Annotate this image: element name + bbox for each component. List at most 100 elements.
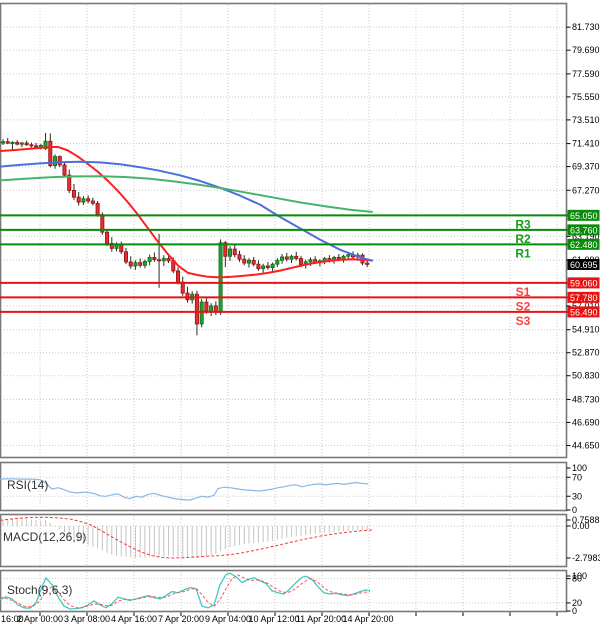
bull-candle <box>228 248 233 257</box>
resistance-price-box-label: 62.480 <box>570 240 598 250</box>
time-label[interactable]: 10 Apr 12:00 <box>248 614 299 624</box>
bear-candle <box>204 301 209 312</box>
bear-candle <box>157 259 162 262</box>
price-tick-label: 69.370 <box>572 162 600 172</box>
support-label-S2: S2 <box>516 299 531 313</box>
price-tick-label: 46.690 <box>572 417 600 427</box>
price-tick-label: 77.590 <box>572 69 600 79</box>
resistance-price-box <box>567 238 600 250</box>
rsi-scale-label: 30 <box>572 491 582 501</box>
time-label[interactable]: 7 Apr 20:00 <box>158 614 204 624</box>
current-price-box <box>567 258 600 270</box>
bear-candle <box>95 202 100 215</box>
price-tick-label: 52.870 <box>572 348 600 358</box>
bear-candle <box>265 265 270 268</box>
bear-candle <box>90 200 95 204</box>
bear-candle <box>123 251 128 263</box>
time-label[interactable]: 2 Apr 00:00 <box>17 614 63 624</box>
bull-candle <box>81 198 86 203</box>
bear-candle <box>86 198 91 202</box>
support-price-box-label: 59.060 <box>570 278 598 288</box>
bull-candle <box>346 254 351 257</box>
stoch-panel-label: Stoch(9,6,3) <box>7 583 72 597</box>
grid-layer <box>0 2 568 613</box>
bear-candle <box>166 258 171 262</box>
rsi-scale-label: 70 <box>572 472 582 482</box>
bear-candle <box>71 190 76 198</box>
support-price-box <box>567 277 600 289</box>
price-tick-label: 44.650 <box>572 440 600 450</box>
price-tick-label: 54.910 <box>572 325 600 335</box>
rsi-scale-label: 0 <box>572 505 577 515</box>
bear-candle <box>232 248 237 256</box>
bear-candle <box>119 244 124 253</box>
bear-candle <box>62 164 67 176</box>
time-label[interactable]: 14 Apr 20:00 <box>342 614 393 624</box>
bear-candle <box>251 259 256 265</box>
macd-scale-label: 0.00 <box>572 521 590 531</box>
bull-candle <box>147 257 152 262</box>
macd-signal-line <box>0 516 373 559</box>
bear-candle <box>237 254 242 260</box>
time-label[interactable]: 16:00 <box>1 614 24 624</box>
bear-candle <box>24 142 29 146</box>
macd-panel-label: MACD(12,26,9) <box>3 530 86 544</box>
bear-candle <box>256 263 261 270</box>
stoch-k-line <box>0 572 371 610</box>
time-label[interactable]: 9 Apr 04:00 <box>205 614 251 624</box>
bull-candle <box>10 141 15 144</box>
price-tick-label: 75.550 <box>572 92 600 102</box>
bear-candle <box>67 174 72 191</box>
bull-candle <box>0 141 6 144</box>
bear-candle <box>105 231 110 244</box>
ma-slow-line <box>0 175 373 213</box>
macd-panel-frame <box>0 513 568 568</box>
macd-scale-label: 0.7588 <box>572 515 600 525</box>
time-label[interactable]: 4 Apr 16:00 <box>111 614 157 624</box>
price-tick-label: 81.730 <box>572 22 600 32</box>
bull-candle <box>38 144 43 148</box>
rsi-panel-label: RSI(14) <box>7 478 48 492</box>
bull-candle <box>275 259 280 265</box>
support-price-box-label: 57.780 <box>570 293 598 303</box>
time-label[interactable]: 3 Apr 08:00 <box>64 614 110 624</box>
resistance-price-box-label: 65.050 <box>570 211 598 221</box>
price-tick-label: 79.690 <box>572 45 600 55</box>
macd-scale-label: -2.7983 <box>572 553 600 563</box>
price-tick-label: 48.730 <box>572 394 600 404</box>
bear-candle <box>298 258 303 266</box>
support-price-box-label: 56.490 <box>570 307 598 317</box>
stoch-scale-label: 20 <box>572 598 582 608</box>
bear-candle <box>48 140 53 166</box>
time-axis[interactable]: 16:002 Apr 00:00 3 Apr 08:00 4 Apr 16:00 7 … <box>1 612 558 625</box>
bull-candle <box>199 301 204 325</box>
support-price-box <box>567 306 600 318</box>
resistance-label-R2: R2 <box>515 232 531 246</box>
support-label-S1: S1 <box>516 285 531 299</box>
resistance-price-box-label: 63.760 <box>570 225 598 235</box>
bull-candle <box>289 255 294 260</box>
bear-candle <box>5 141 10 144</box>
bear-candle <box>365 262 370 265</box>
indicator-panels <box>0 476 566 610</box>
bear-candle <box>294 255 299 259</box>
bull-candle <box>209 305 214 312</box>
bear-candle <box>29 144 34 147</box>
price-tick-label: 57.010 <box>572 301 600 311</box>
bull-candle <box>43 140 48 150</box>
stoch-panel-frame <box>0 569 568 613</box>
bear-candle <box>284 256 289 260</box>
support-price-box <box>567 291 600 303</box>
price-axis[interactable]: 81.730 79.690 77.590 75.550 73.510 71.410 69.3… <box>566 22 600 616</box>
bear-candle <box>138 262 143 266</box>
bear-candle <box>176 270 181 283</box>
bull-candle <box>308 259 313 263</box>
bull-candle <box>280 256 285 261</box>
rsi-scale-label: 100 <box>572 463 587 473</box>
bull-candle <box>161 258 166 262</box>
price-tick-label: 63.190 <box>572 231 600 241</box>
bull-candle <box>246 259 251 264</box>
time-label[interactable]: 11 Apr 20:00 <box>296 614 346 624</box>
